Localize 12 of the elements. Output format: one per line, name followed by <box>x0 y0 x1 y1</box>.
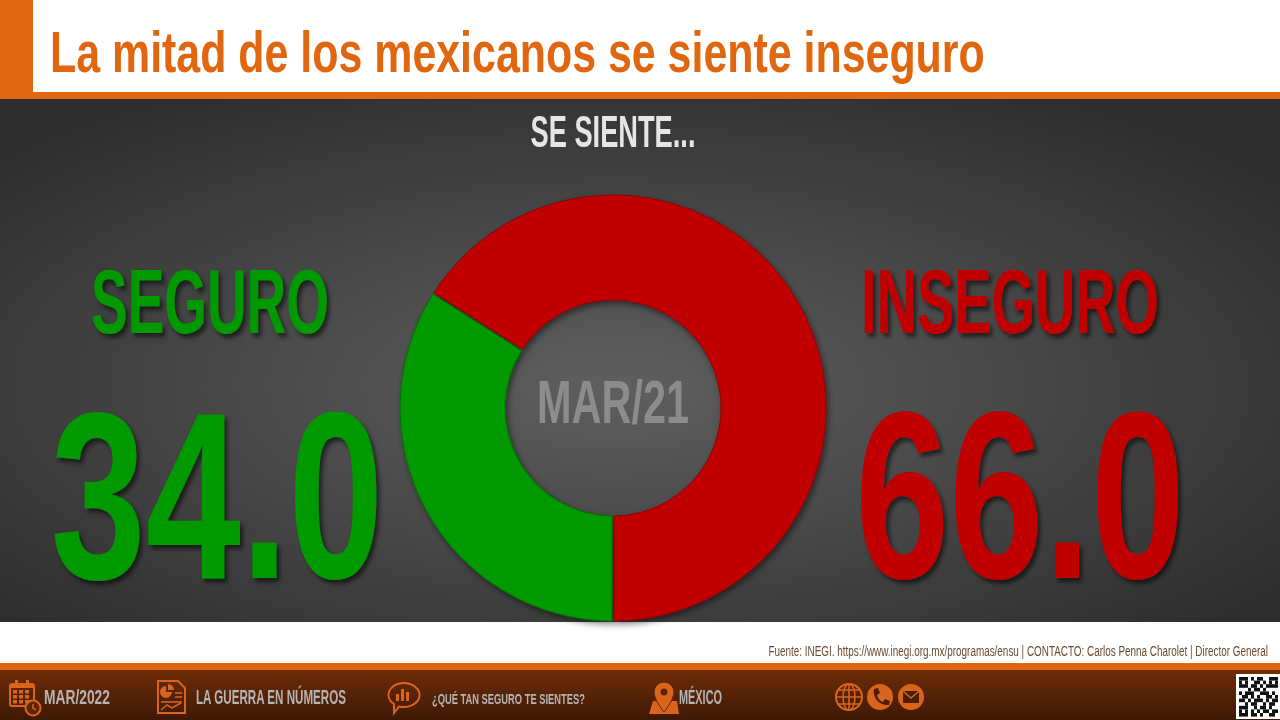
donut-slice <box>433 194 827 622</box>
slice-label: SEGURO <box>91 252 329 353</box>
text: MAR/2022 <box>44 685 110 709</box>
text: LA GUERRA EN NÚMEROS <box>196 685 347 708</box>
chart-title: La mitad de los mexicanos se siente inseguro <box>50 20 985 85</box>
data-label: 34.0 <box>50 362 384 629</box>
data-label: 66.0 <box>855 362 1185 629</box>
text: ¿QUÉ TAN SEGURO TE SIENTES? <box>432 689 585 708</box>
source-note: Fuente: INEGI. https://www.inegi.org.mx/programas/ensu | CONTACTO: Carlos Penna Charolet | Director General <box>768 641 1268 660</box>
slice-label: INSEGURO <box>861 251 1159 353</box>
chart-subtitle: SE SIENTE... <box>530 107 696 157</box>
text: MÉXICO <box>679 685 722 708</box>
